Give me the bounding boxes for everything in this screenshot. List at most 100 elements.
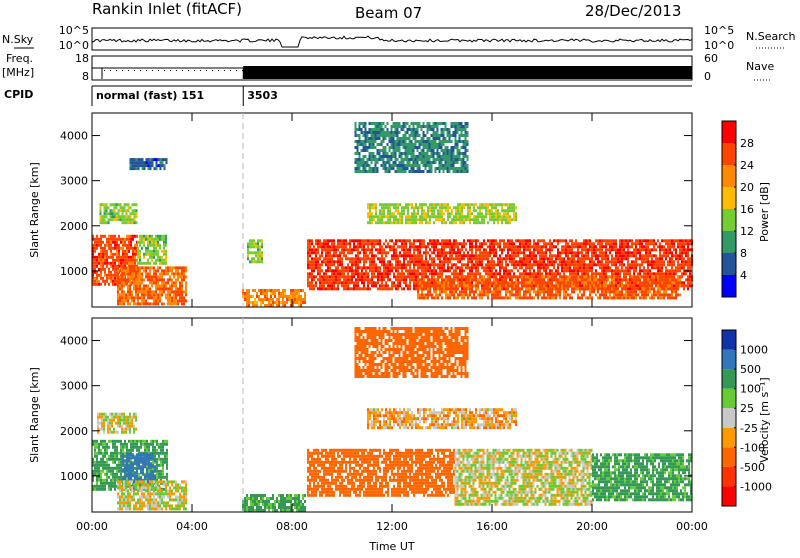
heat-cell — [102, 215, 104, 218]
heat-cell — [547, 296, 549, 299]
heat-cell — [435, 269, 437, 272]
heat-cell — [139, 259, 141, 262]
heat-cell — [639, 245, 641, 248]
heat-cell — [104, 271, 106, 274]
heat-cell — [461, 212, 463, 215]
heat-cell — [256, 292, 258, 295]
heat-cell — [339, 251, 341, 254]
heat-cell — [453, 284, 455, 287]
heat-cell — [561, 263, 563, 266]
heat-cell — [641, 263, 643, 266]
heat-cell — [108, 283, 110, 286]
heat-cell — [563, 281, 565, 284]
heat-cell — [675, 257, 677, 260]
heat-cell — [555, 254, 557, 257]
heat-cell — [108, 262, 110, 265]
heat-cell — [609, 296, 611, 299]
heat-cell — [501, 257, 503, 260]
heat-cell — [589, 263, 591, 266]
heat-cell — [495, 251, 497, 254]
heat-cell — [126, 235, 128, 238]
heat-cell — [513, 203, 515, 206]
heat-cell — [513, 257, 515, 260]
heat-cell — [361, 122, 363, 125]
heat-cell — [557, 290, 559, 293]
heat-cell — [417, 296, 419, 299]
heat-cell — [549, 254, 551, 257]
heat-cell — [258, 289, 260, 292]
heat-cell — [155, 235, 157, 238]
heat-cell — [284, 292, 286, 295]
heat-cell — [329, 266, 331, 269]
heat-cell — [266, 295, 268, 298]
heat-cell — [409, 272, 411, 275]
heat-cell — [627, 263, 629, 266]
heat-cell — [399, 218, 401, 221]
heat-cell — [495, 206, 497, 209]
heat-cell — [413, 257, 415, 260]
heat-cell — [617, 296, 619, 299]
heat-cell — [110, 212, 112, 215]
heat-cell — [143, 235, 145, 238]
heat-cell — [611, 290, 613, 293]
heat-cell — [669, 251, 671, 254]
heat-cell — [98, 244, 100, 247]
heat-cell — [483, 269, 485, 272]
heat-cell — [132, 212, 134, 215]
heat-cell — [321, 263, 323, 266]
heat-cell — [539, 278, 541, 281]
heat-cell — [499, 293, 501, 296]
heat-cell — [541, 257, 543, 260]
heat-cell — [471, 281, 473, 284]
heat-cell — [122, 221, 124, 224]
heat-cell — [395, 284, 397, 287]
heat-cell — [401, 212, 403, 215]
heat-cell — [571, 260, 573, 263]
heat-cell — [657, 272, 659, 275]
heat-cell — [98, 241, 100, 244]
heat-cell — [435, 248, 437, 251]
heat-cell — [457, 209, 459, 212]
heat-cell — [333, 281, 335, 284]
heat-cell — [469, 281, 471, 284]
heat-cell — [102, 256, 104, 259]
heat-cell — [627, 254, 629, 257]
heat-cell — [329, 248, 331, 251]
heat-cell — [153, 247, 155, 250]
heat-cell — [581, 272, 583, 275]
heat-cell — [489, 281, 491, 284]
heat-cell — [425, 272, 427, 275]
heat-cell — [120, 206, 122, 209]
heat-cell — [545, 245, 547, 248]
heat-cell — [421, 257, 423, 260]
heat-cell — [575, 275, 577, 278]
heat-cell — [679, 242, 681, 245]
heat-cell — [135, 272, 137, 275]
heat-cell — [457, 284, 459, 287]
heat-cell — [331, 248, 333, 251]
heat-cell — [687, 242, 689, 245]
heat-cell — [467, 272, 469, 275]
heat-cell — [183, 275, 185, 278]
heat-cell — [145, 269, 147, 272]
heat-cell — [437, 212, 439, 215]
heat-cell — [124, 218, 126, 221]
heat-cell — [489, 242, 491, 245]
heat-cell — [569, 248, 571, 251]
heat-cell — [509, 257, 511, 260]
heat-cell — [563, 284, 565, 287]
heat-cell — [185, 290, 187, 293]
heat-cell — [457, 245, 459, 248]
heat-cell — [357, 146, 359, 149]
heat-cell — [104, 256, 106, 259]
heat-cell — [461, 284, 463, 287]
heat-cell — [419, 218, 421, 221]
heat-cell — [577, 296, 579, 299]
heat-cell — [379, 272, 381, 275]
heat-cell — [137, 287, 139, 290]
heat-cell — [114, 268, 116, 271]
heat-cell — [347, 266, 349, 269]
heat-cell — [587, 281, 589, 284]
heat-cell — [529, 263, 531, 266]
heat-cell — [545, 275, 547, 278]
